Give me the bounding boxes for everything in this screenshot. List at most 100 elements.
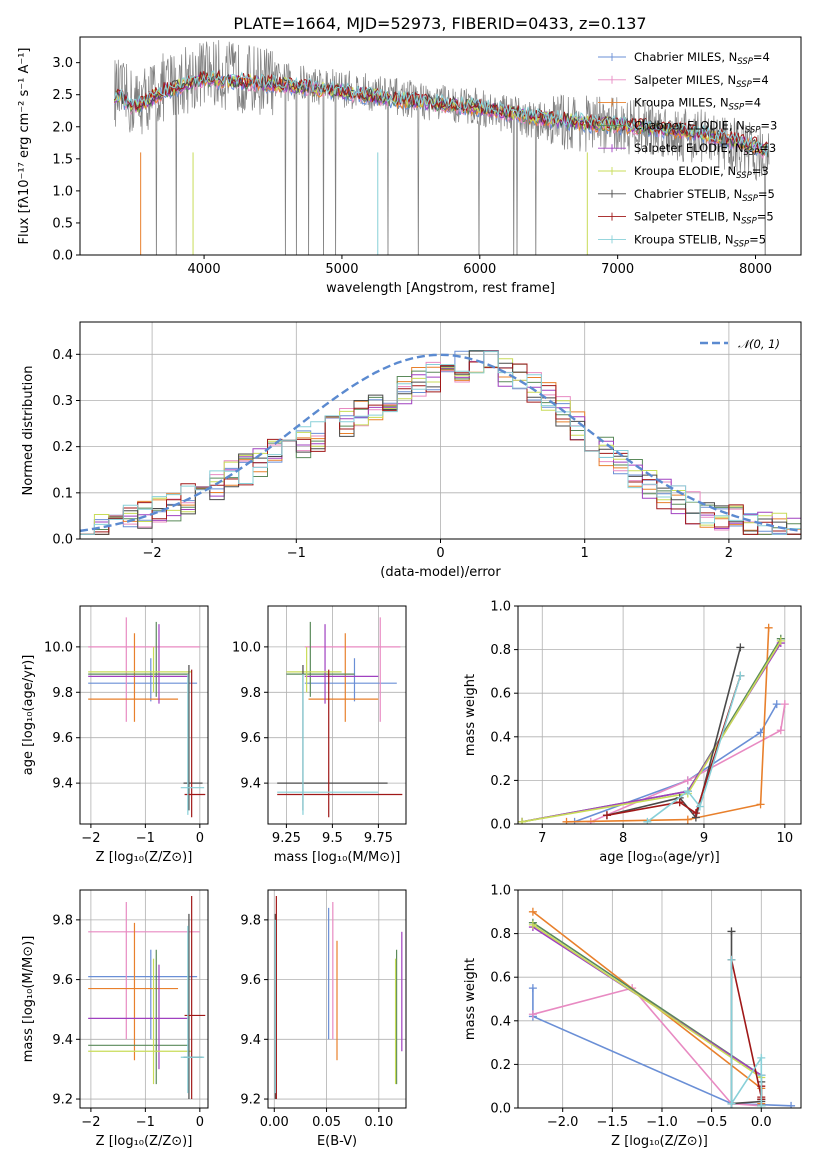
weight-line-kroupa_stelib <box>646 675 742 823</box>
weight-point-kroupa_miles <box>764 623 773 632</box>
age_vs_mass-marks <box>277 617 403 818</box>
weight-point-kroupa_elodie <box>776 636 785 645</box>
y-tick-label: 9.2 <box>240 1093 261 1108</box>
weight-line-salpeter_stelib <box>606 675 742 817</box>
gaussian-curve <box>80 353 801 533</box>
weight-point-kroupa_miles <box>562 817 571 824</box>
weight-point-kroupa_elodie <box>518 817 527 824</box>
y-tick-label: 0.4 <box>490 1014 511 1029</box>
y-tick-label: 0.0 <box>52 533 73 548</box>
weight-line-kroupa_elodie <box>521 640 782 823</box>
weight-point-kroupa_stelib <box>727 955 736 964</box>
model-line-salpeter_stelib <box>114 70 769 154</box>
x-tick-label: 9 <box>700 831 708 846</box>
y-tick-label: 9.2 <box>52 1093 73 1108</box>
y-tick-label: 0.3 <box>52 394 73 409</box>
legend-label-sub: SSP <box>742 194 758 204</box>
histogram-kroupa_stelib <box>80 351 801 535</box>
x-tick-label: 4000 <box>188 262 221 277</box>
x-tick-label: 9.75 <box>364 831 393 846</box>
figure-title: PLATE=1664, MJD=52973, FIBERID=0433, z=0… <box>233 14 646 33</box>
x-tick-label: 0 <box>196 831 204 846</box>
x-tick-label: 0.05 <box>312 1115 341 1130</box>
x-tick-label: 8000 <box>739 262 772 277</box>
legend-label-kroupa_elodie: Kroupa ELODIE, NSSP=3 <box>634 164 769 181</box>
y-axis-label: Normed distribution <box>21 366 36 496</box>
x-axis-label: (data-model)/error <box>380 565 501 580</box>
legend-label-suffix: =3 <box>752 164 769 178</box>
y-tick-label: 9.4 <box>52 1033 73 1048</box>
legend-label-sub: SSP <box>737 57 753 67</box>
axes-frame <box>79 605 209 825</box>
y-tick-label: 2.5 <box>52 88 73 103</box>
residuals-axes: −2 −1 0 1 2 0.0 0.1 0.2 0.3 0.4 (data-model)/error… <box>21 321 802 580</box>
y-tick-label: 1.0 <box>490 884 511 899</box>
weight-point-chabrier_stelib <box>727 927 736 936</box>
weight_vs_Z-axes: −2.0 −1.5 −1.0 −0.5 0.0 0.0 0.2 0.4 0.6 0.8 1.0 Z [… <box>463 884 802 1149</box>
y-axis-label: age [log₁₀(age/yr)] <box>21 655 36 776</box>
y-tick-label: 9.8 <box>52 913 73 928</box>
legend-label-text: Chabrier STELIB, N <box>634 187 742 201</box>
weight-point-salpeter_stelib <box>691 809 700 818</box>
weight-point-kroupa_miles <box>756 800 765 809</box>
weight_vs_age-marks <box>518 623 789 824</box>
y-tick-label: 9.8 <box>52 686 73 701</box>
x-axis-label: E(B-V) <box>317 1134 357 1149</box>
legend-label-suffix: =3 <box>759 141 776 155</box>
y-tick-label: 0.5 <box>52 216 73 231</box>
legend-label-text: Kroupa STELIB, N <box>634 232 734 246</box>
legend-label-sub: SSP <box>736 171 752 181</box>
weight-point-kroupa_elodie <box>528 920 537 929</box>
x-tick-label: 0 <box>196 1115 204 1130</box>
legend-label-text: Kroupa MILES, N <box>634 96 729 110</box>
age_vs_mass-axes: 9.25 9.5 9.75 9.4 9.6 9.8 10.0 mass [log₁₀(M/M⊙… <box>232 605 407 865</box>
weight_vs_age-axes: 7 8 9 10 0.0 0.2 0.4 0.6 0.8 1.0 age [log₁₀(age/yr… <box>463 600 802 865</box>
y-axis-label: Flux [fλ10⁻¹⁷ erg cm⁻² s⁻¹ A⁻¹] <box>17 48 32 245</box>
weight-point-kroupa_stelib <box>736 671 745 680</box>
legend-label-kroupa_miles: Kroupa MILES, NSSP=4 <box>634 96 761 113</box>
y-tick-label: 9.6 <box>52 973 73 988</box>
residual-legend: 𝒩(0, 1) <box>700 337 780 351</box>
weight-point-chabrier_miles <box>772 700 781 709</box>
weight-line-salpeter_elodie <box>521 642 782 823</box>
x-tick-label: −2 <box>81 831 100 846</box>
x-axis-label: mass [log₁₀(M/M⊙)] <box>274 850 401 865</box>
y-tick-label: 0.2 <box>490 1058 511 1073</box>
y-tick-label: 0.2 <box>490 774 511 789</box>
weight-point-kroupa_stelib <box>757 1101 766 1108</box>
x-tick-label: 0.00 <box>260 1115 289 1130</box>
legend-label-text: Chabrier ELODIE, N <box>634 118 745 132</box>
axes-frame <box>79 889 209 1109</box>
axes-frame <box>267 605 407 825</box>
weight_vs_Z-marks <box>528 907 796 1108</box>
x-tick-label: 1 <box>581 546 589 561</box>
x-tick-label: −1 <box>287 546 306 561</box>
x-tick-label: −2.0 <box>547 1115 579 1130</box>
legend-label-text: Chabrier MILES, N <box>634 50 737 64</box>
y-tick-label: 0.0 <box>490 818 511 833</box>
y-tick-label: 0.8 <box>490 927 511 942</box>
y-tick-label: 10.0 <box>44 640 73 655</box>
x-tick-label: −1.0 <box>646 1115 678 1130</box>
x-tick-label: −1.5 <box>597 1115 629 1130</box>
legend-label-gaussian: 𝒩(0, 1) <box>738 337 780 351</box>
x-tick-label: 9.25 <box>272 831 301 846</box>
y-tick-label: 2.0 <box>52 120 73 135</box>
legend-label-suffix: =4 <box>752 73 769 87</box>
weight-point-chabrier_miles <box>787 1101 796 1108</box>
y-tick-label: 1.0 <box>52 184 73 199</box>
age_vs_Z-axes: −2 −1 0 9.4 9.6 9.8 10.0 Z [log₁₀(Z/Z⊙)] age [lo… <box>21 605 209 865</box>
y-tick-label: 9.4 <box>240 777 261 792</box>
x-tick-label: −2 <box>81 1115 100 1130</box>
y-tick-label: 9.6 <box>240 731 261 746</box>
legend-label-sub: SSP <box>729 103 745 113</box>
legend-label-text: Salpeter STELIB, N <box>634 210 741 224</box>
y-tick-label: 1.0 <box>490 600 511 615</box>
y-tick-label: 0.0 <box>490 1102 511 1117</box>
legend-label-text: Kroupa ELODIE, N <box>634 164 736 178</box>
weight-point-kroupa_stelib <box>727 1099 736 1108</box>
x-axis-label: Z [log₁₀(Z/Z⊙)] <box>611 1134 708 1149</box>
legend-label-sub: SSP <box>736 80 752 90</box>
age_vs_Z-marks <box>88 617 206 818</box>
